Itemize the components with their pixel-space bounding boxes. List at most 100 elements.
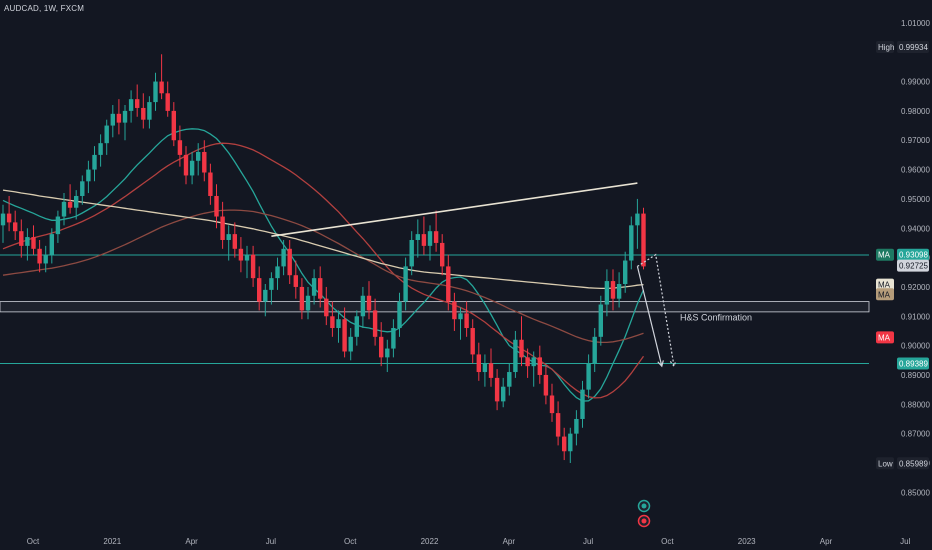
price-label-value-bg: [897, 457, 929, 470]
candle-body: [464, 313, 469, 329]
candle-body: [458, 313, 463, 320]
candle-body: [257, 278, 262, 302]
candle-body: [135, 99, 140, 108]
candle: [74, 190, 79, 220]
candle: [13, 210, 18, 240]
candle: [635, 198, 640, 249]
candle-body: [13, 222, 18, 232]
candle: [616, 272, 622, 308]
price-label-value: 0.89389: [899, 360, 928, 369]
y-tick-label: 0.91000: [901, 312, 930, 321]
candle: [92, 146, 97, 182]
candle-body: [244, 254, 250, 261]
candle: [330, 301, 335, 337]
candle-body: [391, 328, 396, 349]
y-tick-label: 0.97000: [901, 136, 930, 145]
candle: [342, 307, 347, 358]
candle: [397, 292, 402, 337]
candle-body: [98, 143, 103, 155]
candle-body: [562, 436, 567, 452]
price-label-tag: MA: [878, 333, 891, 342]
y-tick-label: 0.90000: [901, 342, 930, 351]
candle: [287, 239, 292, 285]
candle: [464, 301, 469, 337]
candle-body: [470, 328, 475, 355]
candle: [110, 105, 115, 138]
candle: [372, 298, 378, 346]
candle: [446, 254, 451, 311]
price-label-tag: MA: [878, 251, 891, 260]
candle: [55, 210, 61, 243]
candle: [37, 239, 42, 273]
candle-body: [507, 372, 512, 387]
candle: [598, 295, 603, 346]
candle-body: [635, 213, 640, 226]
candle-body: [330, 316, 335, 329]
candle-body: [494, 377, 500, 402]
y-tick-label: 0.88000: [901, 400, 930, 409]
price-label-value: 0.92725: [899, 262, 928, 271]
candle-body: [202, 151, 207, 173]
candle: [25, 228, 30, 261]
x-tick-label: Oct: [27, 537, 40, 546]
projection-arrow: [637, 253, 675, 367]
candle: [141, 93, 146, 129]
candle-body: [116, 113, 122, 123]
candle: [482, 354, 488, 387]
candle: [250, 245, 256, 287]
candle-body: [403, 266, 408, 302]
candle-body: [110, 113, 115, 126]
candle: [555, 401, 561, 446]
price-label-tag: High: [878, 43, 894, 52]
candle: [513, 330, 518, 378]
price-label: MA: [876, 278, 894, 291]
neckline-trendline: [271, 182, 638, 237]
candle-body: [80, 181, 85, 196]
candle: [568, 427, 573, 463]
moving-average-line: [2, 128, 645, 402]
candle: [452, 292, 457, 331]
candle: [80, 175, 85, 205]
x-tick-label: Apr: [820, 537, 833, 546]
candle-body: [55, 216, 61, 235]
support-zone: [0, 301, 870, 313]
hs-confirmation-label: H&S Confirmation: [680, 313, 752, 323]
price-label-tag: Low: [878, 459, 893, 468]
candle: [318, 266, 323, 308]
candle-body: [220, 216, 225, 240]
candle-body: [525, 357, 530, 367]
y-tick-label: 0.92000: [901, 283, 930, 292]
candle-body: [513, 339, 518, 373]
candle-body: [299, 286, 305, 311]
candle: [549, 383, 555, 422]
price-label-tag-bg: [876, 278, 894, 291]
candle: [427, 225, 433, 261]
arrow-head: [657, 360, 664, 368]
candle-body: [189, 160, 195, 176]
price-label-value-bg: [897, 259, 929, 272]
moving-average-line: [2, 209, 644, 344]
candle: [531, 351, 536, 387]
candle-body: [281, 248, 286, 267]
candle-body: [519, 339, 524, 358]
candle: [354, 310, 359, 346]
candle: [177, 125, 183, 167]
candle-body: [555, 413, 561, 437]
candle: [122, 105, 128, 141]
candle-body: [415, 234, 420, 240]
candle-body: [305, 295, 311, 311]
candle: [305, 286, 311, 320]
price-label-value: 0.99934: [899, 43, 928, 52]
candle-body: [275, 266, 280, 279]
candle: [336, 310, 341, 343]
candle-body: [86, 169, 91, 182]
candle: [604, 269, 610, 317]
candle-body: [433, 231, 439, 243]
candle: [238, 237, 244, 273]
candle-body: [580, 389, 585, 419]
x-tick-label: Oct: [344, 537, 357, 546]
candle: [116, 99, 122, 135]
candle-body: [348, 336, 353, 352]
candle: [293, 260, 298, 299]
